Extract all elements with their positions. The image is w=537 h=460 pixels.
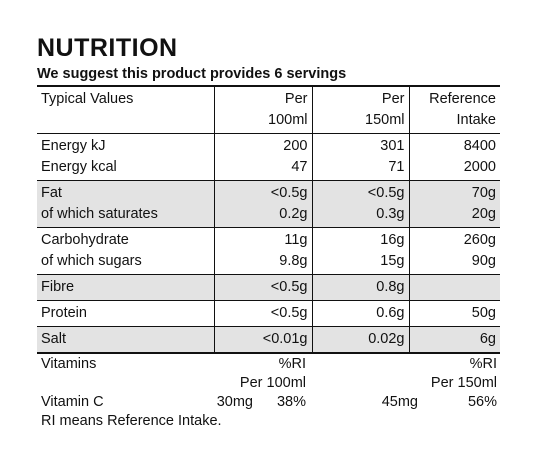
row-label: Fat <box>37 180 214 204</box>
row-label: Salt <box>37 326 214 353</box>
vitamin-c-per100-amount: 30mg <box>216 394 253 410</box>
table-header-row: Typical Values Per 100ml Per 150ml Referen… <box>37 86 500 134</box>
row-per150: <0.5g <box>311 180 409 204</box>
row-per150: 0.8g <box>311 274 409 301</box>
header-typical-values: Typical Values <box>41 91 134 107</box>
row-per100: <0.5g <box>213 274 312 301</box>
row-per150: 0.3g <box>311 204 409 228</box>
row-per150: 0.02g <box>311 326 409 353</box>
row-per100: 47 <box>213 157 312 181</box>
row-ri: 20g <box>408 204 500 228</box>
row-per150: 301 <box>311 133 409 157</box>
row-ri: 260g <box>408 227 500 251</box>
row-per150: 15g <box>311 251 409 275</box>
row-per100: <0.5g <box>213 300 312 327</box>
row-per150: 0.6g <box>311 300 409 327</box>
row-ri <box>408 274 500 301</box>
nutrition-table: Typical Values Per 100ml Per 150ml Referen… <box>37 85 500 354</box>
header-reference-intake: Reference Intake <box>408 86 500 134</box>
vitamin-c-label: Vitamin C <box>41 394 104 410</box>
row-ri: 2000 <box>408 157 500 181</box>
table-row: Energy kcal 47 71 2000 <box>37 157 500 181</box>
ri-per-150ml-label: %RI <box>469 356 497 372</box>
row-label: Carbohydrate <box>37 227 214 251</box>
row-per150: 16g <box>311 227 409 251</box>
row-per100: 11g <box>213 227 312 251</box>
row-label: Protein <box>37 300 214 327</box>
row-per100: <0.5g <box>213 180 312 204</box>
row-label: Fibre <box>37 274 214 301</box>
table-row: Fibre <0.5g 0.8g <box>37 274 500 301</box>
row-per100: <0.01g <box>213 326 312 353</box>
footnote: RI means Reference Intake. <box>41 413 222 429</box>
vitamins-section: Vitamins %RI %RI Per 100ml Per 150ml Vit… <box>37 354 501 434</box>
row-ri: 6g <box>408 326 500 353</box>
row-ri: 8400 <box>408 133 500 157</box>
row-label: Energy kJ <box>37 133 214 157</box>
header-per-100ml: Per 100ml <box>213 86 312 134</box>
vitamin-c-per100-ri: 38% <box>276 394 306 410</box>
nutrition-title: NUTRITION <box>37 34 178 62</box>
table-row: Fat <0.5g <0.5g 70g <box>37 180 500 204</box>
row-label: Energy kcal <box>41 159 117 175</box>
row-per150: 71 <box>311 157 409 181</box>
row-label: of which saturates <box>37 204 214 228</box>
vitamins-heading: Vitamins <box>41 356 97 372</box>
per-100ml-label: Per 100ml <box>239 375 306 391</box>
row-per100: 9.8g <box>213 251 312 275</box>
row-label: of which sugars <box>41 253 142 269</box>
per-150ml-label: Per 150ml <box>430 375 497 391</box>
table-row: Protein <0.5g 0.6g 50g <box>37 300 500 327</box>
table-row: Energy kJ 200 301 8400 <box>37 133 500 157</box>
ri-per-100ml-label: %RI <box>278 356 306 372</box>
header-per-150ml: Per 150ml <box>311 86 409 134</box>
table-row: Salt <0.01g 0.02g 6g <box>37 326 500 353</box>
vitamin-c-per150-ri: 56% <box>467 394 497 410</box>
row-ri: 70g <box>408 180 500 204</box>
servings-subtitle: We suggest this product provides 6 servi… <box>37 66 347 82</box>
row-per100: 0.2g <box>213 204 312 228</box>
nutrition-label: NUTRITION We suggest this product provid… <box>37 34 501 434</box>
vitamin-c-per150-amount: 45mg <box>381 394 418 410</box>
row-per100: 200 <box>213 133 312 157</box>
table-row: of which sugars 9.8g 15g 90g <box>37 251 500 275</box>
row-ri: 90g <box>408 251 500 275</box>
row-ri: 50g <box>408 300 500 327</box>
table-row: Carbohydrate 11g 16g 260g <box>37 227 500 251</box>
table-row: of which saturates 0.2g 0.3g 20g <box>37 204 500 228</box>
